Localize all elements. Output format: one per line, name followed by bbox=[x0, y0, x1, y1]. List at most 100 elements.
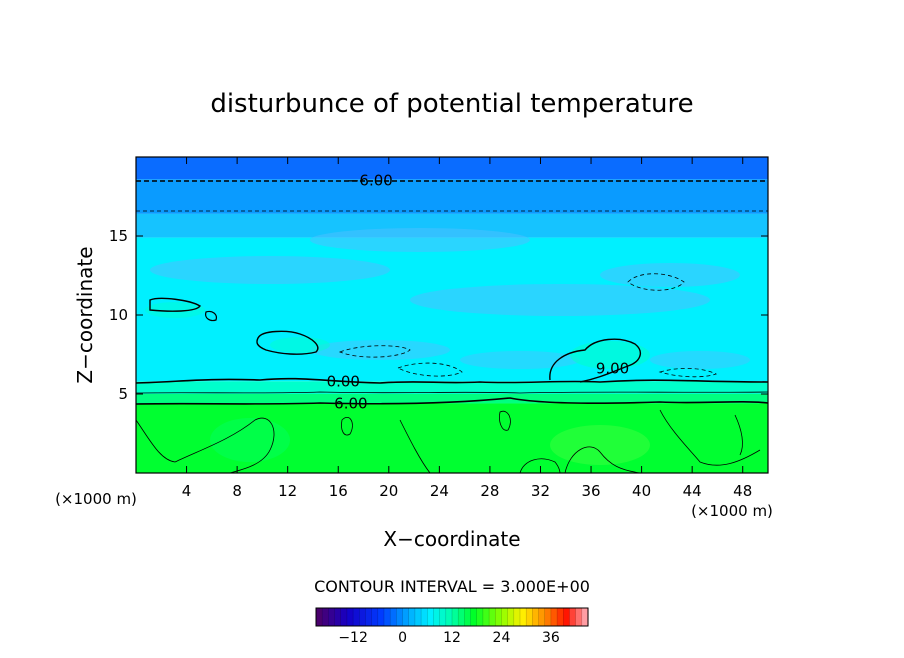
colorbar-cell bbox=[316, 608, 323, 626]
contour-closed bbox=[256, 330, 319, 355]
x-tick-label: 20 bbox=[379, 482, 398, 500]
y-axis: 5 10 15 bbox=[109, 227, 768, 403]
contour-labels: −6.00 0.00 6.00 9.00 bbox=[327, 172, 630, 413]
colorbar bbox=[315, 607, 589, 627]
colorbar-cell bbox=[396, 608, 404, 626]
colorbar-cell bbox=[390, 608, 397, 626]
x-unit-label-right: (×1000 m) bbox=[691, 502, 773, 520]
colorbar-cell bbox=[520, 608, 527, 626]
colorbar-cell bbox=[581, 608, 589, 626]
anomaly-patches bbox=[145, 228, 750, 465]
anomaly-patch bbox=[270, 337, 330, 353]
contour-interval-text: CONTOUR INTERVAL = 3.000E+00 bbox=[314, 577, 590, 596]
colorbar-cell bbox=[452, 608, 459, 626]
contour-dashed-closed bbox=[627, 273, 685, 291]
contour-lines bbox=[136, 180, 768, 473]
contour-line-zero bbox=[136, 377, 768, 384]
colorbar-cell bbox=[408, 608, 416, 626]
contour-dashed-closed bbox=[396, 362, 463, 377]
colorbar-ticks: −12 0 12 24 36 bbox=[338, 630, 560, 646]
contour-line-nine bbox=[549, 338, 642, 383]
contour-line-six bbox=[136, 397, 768, 405]
colorbar-cell bbox=[346, 608, 354, 626]
colorbar-cell bbox=[427, 608, 435, 626]
y-axis-label: Z−coordinate bbox=[73, 246, 97, 383]
x-axis-label: X−coordinate bbox=[383, 527, 520, 551]
x-tick-label: 4 bbox=[182, 482, 192, 500]
colorbar-cell bbox=[569, 608, 577, 626]
colorbar-cell bbox=[513, 608, 521, 626]
x-axis: 4 8 12 16 20 24 28 32 36 40 44 48 bbox=[182, 157, 752, 500]
y-tick-label: 10 bbox=[109, 306, 128, 324]
colorbar-cell bbox=[501, 608, 509, 626]
colorbar-cell bbox=[334, 608, 342, 626]
colorbar-cell bbox=[384, 608, 391, 626]
x-tick-label: 48 bbox=[733, 482, 752, 500]
temperature-band bbox=[136, 213, 768, 238]
colorbar-cell bbox=[470, 608, 478, 626]
anomaly-patch bbox=[210, 418, 290, 462]
colorbar-cell bbox=[371, 608, 379, 626]
contour-low-level bbox=[564, 446, 641, 473]
colorbar-tick-label: −12 bbox=[338, 630, 368, 646]
x-unit-label-left: (×1000 m) bbox=[55, 490, 137, 508]
colorbar-cell bbox=[365, 608, 373, 626]
x-tick-label: 36 bbox=[581, 482, 600, 500]
colorbar-tick-label: 36 bbox=[542, 630, 560, 646]
contour-low-level bbox=[499, 410, 511, 431]
colorbar-cell bbox=[476, 608, 484, 626]
colorbar-cell bbox=[377, 608, 385, 626]
colorbar-cell bbox=[458, 608, 465, 626]
contour-label: 9.00 bbox=[596, 360, 629, 378]
colorbar-tick-label: 24 bbox=[493, 630, 511, 646]
colorbar-cell bbox=[322, 608, 329, 626]
anomaly-patch bbox=[310, 340, 450, 360]
contour-low-level bbox=[341, 417, 353, 436]
x-tick-label: 32 bbox=[531, 482, 550, 500]
anomaly-patch bbox=[460, 351, 580, 369]
colorbar-cell bbox=[507, 608, 515, 626]
anomaly-patch bbox=[600, 263, 740, 287]
x-tick-label: 8 bbox=[232, 482, 242, 500]
colorbar-cell bbox=[550, 608, 558, 626]
colorbar-cell bbox=[532, 608, 540, 626]
x-tick-label: 28 bbox=[480, 482, 499, 500]
y-tick-label: 5 bbox=[118, 385, 128, 403]
y-tick-label: 15 bbox=[109, 227, 128, 245]
contour-label: 6.00 bbox=[334, 394, 367, 412]
temperature-band bbox=[136, 381, 768, 394]
x-tick-label: 16 bbox=[329, 482, 348, 500]
colorbar-cell bbox=[464, 608, 472, 626]
contour-low-level bbox=[734, 414, 743, 456]
anomaly-patch bbox=[150, 256, 390, 284]
colorbar-cell bbox=[495, 608, 503, 626]
colorbar-cell bbox=[575, 608, 583, 626]
contour-low-level bbox=[399, 419, 431, 473]
anomaly-patch bbox=[650, 351, 750, 369]
colorbar-cell bbox=[353, 608, 360, 626]
colorbar-tick-label: 0 bbox=[398, 630, 407, 646]
colorbar-cell bbox=[563, 608, 571, 626]
colorbar-cell bbox=[482, 608, 490, 626]
anomaly-patch bbox=[410, 284, 710, 316]
colorbar-cell bbox=[544, 608, 552, 626]
temperature-band bbox=[136, 394, 768, 404]
contour-low-level bbox=[136, 417, 275, 473]
contour-label: −6.00 bbox=[347, 172, 393, 190]
colorbar-cell bbox=[340, 608, 348, 626]
contour-dashed-closed bbox=[658, 368, 717, 378]
anomaly-patch bbox=[310, 228, 530, 252]
anomaly-patch bbox=[550, 425, 650, 465]
contour-dashed-closed bbox=[338, 345, 411, 358]
colorbar-tick-label: 12 bbox=[443, 630, 461, 646]
colorbar-cell bbox=[421, 608, 428, 626]
temperature-band bbox=[136, 157, 768, 180]
colorbar-cell bbox=[538, 608, 546, 626]
x-tick-label: 40 bbox=[632, 482, 651, 500]
colorbar-cell bbox=[439, 608, 447, 626]
temperature-band bbox=[136, 179, 768, 214]
contour-label: 0.00 bbox=[327, 372, 360, 390]
anomaly-patch bbox=[145, 302, 205, 318]
